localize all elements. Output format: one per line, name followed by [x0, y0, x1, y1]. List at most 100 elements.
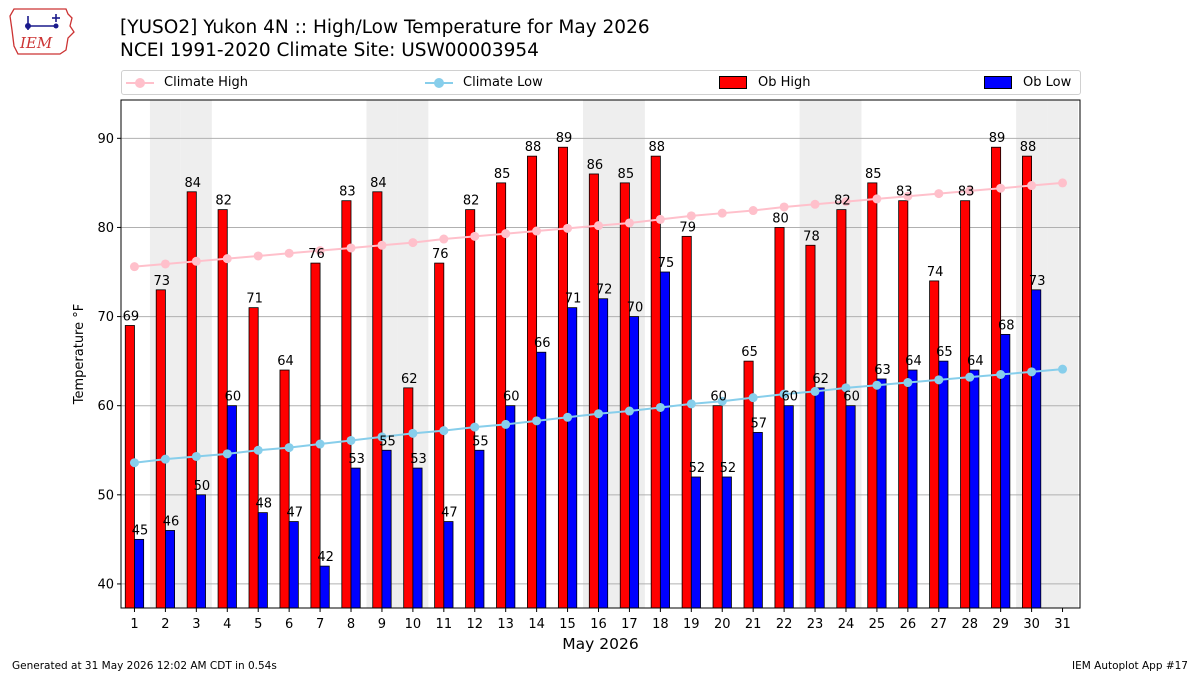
ob-low-label: 52 — [689, 461, 706, 476]
legend-climate-high: Climate High — [126, 73, 326, 92]
climate-low-point — [655, 402, 665, 412]
ob-high-bar — [155, 289, 166, 609]
x-tick-label: 16 — [590, 617, 607, 632]
ob-high-bar — [681, 235, 692, 609]
x-tick-label: 10 — [405, 617, 422, 632]
ob-high-bar — [434, 262, 445, 609]
ob-high-label: 83 — [896, 185, 913, 200]
x-tick-label: 13 — [497, 617, 514, 632]
ob-low-bar — [195, 494, 206, 609]
ob-low-bar — [721, 476, 732, 609]
climate-low-point — [532, 416, 542, 426]
ob-high-bar — [650, 155, 661, 609]
climate-high-point — [501, 229, 511, 239]
ob-high-bar — [217, 209, 228, 609]
ob-low-label: 45 — [132, 523, 149, 538]
ob-high-label: 83 — [339, 185, 356, 200]
chart-subtitle: NCEI 1991-2020 Climate Site: USW00003954 — [120, 40, 539, 61]
climate-low-point — [439, 426, 449, 436]
climate-low-point — [253, 445, 263, 455]
ob-low-bar — [412, 467, 423, 609]
chart-legend: Climate High Climate Low Ob High Ob Low — [121, 70, 1081, 95]
ob-high-bar — [929, 280, 940, 609]
ob-high-label: 89 — [989, 131, 1006, 146]
ob-high-label: 64 — [277, 354, 294, 369]
climate-high-point — [779, 202, 789, 212]
x-tick-label: 12 — [466, 617, 483, 632]
ob-low-bar — [938, 360, 949, 609]
climate-high-point — [346, 243, 356, 253]
ob-high-bar — [960, 200, 971, 609]
x-tick-label: 31 — [1054, 617, 1071, 632]
climate-high-point — [748, 206, 758, 216]
ob-high-label: 69 — [123, 309, 140, 324]
climate-high-point — [965, 186, 975, 196]
climate-high-point — [191, 256, 201, 266]
y-tick-label: 90 — [97, 132, 114, 147]
ob-low-bar — [783, 405, 794, 609]
ob-high-bar — [248, 307, 259, 609]
ob-high-label: 84 — [184, 176, 201, 191]
climate-high-point — [717, 208, 727, 218]
climate-low-point — [748, 393, 758, 403]
climate-low-point — [315, 439, 325, 449]
climate-high-point — [872, 194, 882, 204]
climate-low-point — [872, 380, 882, 390]
climate-high-point — [532, 226, 542, 236]
ob-low-label: 75 — [658, 256, 675, 271]
x-tick-label: 24 — [838, 617, 855, 632]
ob-high-label: 85 — [865, 167, 882, 182]
ob-high-label: 88 — [1020, 140, 1037, 155]
svg-text:IEM: IEM — [19, 34, 53, 52]
climate-low-point — [129, 458, 139, 468]
ob-high-bar — [1021, 155, 1032, 609]
y-tick-label: 60 — [97, 399, 114, 414]
ob-low-label: 65 — [936, 345, 953, 360]
x-tick-label: 3 — [192, 617, 200, 632]
x-tick-label: 30 — [1023, 617, 1040, 632]
ob-low-label: 64 — [967, 354, 984, 369]
x-tick-label: 15 — [559, 617, 576, 632]
climate-high-point — [810, 199, 820, 209]
x-tick-label: 27 — [931, 617, 948, 632]
ob-low-bar — [567, 307, 578, 609]
ob-low-label: 66 — [534, 336, 551, 351]
climate-high-point — [563, 223, 573, 233]
ob-low-label: 42 — [317, 550, 334, 565]
ob-low-bar — [845, 405, 856, 609]
climate-low-point — [1027, 367, 1037, 377]
x-tick-label: 5 — [254, 617, 262, 632]
ob-low-bar — [474, 449, 485, 609]
ob-high-bar — [898, 200, 909, 609]
ob-low-label: 48 — [256, 497, 273, 512]
y-tick-label: 80 — [97, 221, 114, 236]
ob-low-bar — [165, 530, 176, 609]
climate-high-point — [594, 221, 603, 231]
ob-low-bar — [381, 449, 392, 609]
ob-low-label: 63 — [874, 363, 891, 378]
climate-low-point — [810, 386, 820, 396]
x-tick-label: 21 — [745, 617, 762, 632]
ob-low-bar — [257, 512, 268, 609]
ob-low-bar — [752, 432, 763, 609]
app-credit: IEM Autoplot App #17 — [1072, 660, 1188, 672]
climate-low-point — [717, 396, 727, 406]
y-axis-label: Temperature °F — [72, 304, 87, 405]
x-tick-label: 19 — [683, 617, 700, 632]
x-tick-label: 2 — [161, 617, 169, 632]
ob-high-bar — [372, 191, 383, 609]
ob-high-bar — [557, 146, 568, 609]
ob-low-label: 68 — [998, 318, 1015, 333]
ob-low-bar — [288, 521, 299, 609]
ob-high-label: 88 — [648, 140, 665, 155]
ob-high-bar — [465, 209, 476, 609]
ob-high-label: 82 — [215, 194, 232, 209]
ob-high-label: 89 — [556, 131, 573, 146]
climate-high-point — [1058, 178, 1068, 188]
climate-high-point — [315, 246, 325, 256]
ob-low-bar — [629, 316, 640, 609]
climate-low-point — [996, 369, 1006, 379]
ob-high-label: 60 — [710, 390, 727, 405]
ob-high-bar — [805, 244, 816, 609]
climate-low-point — [222, 449, 232, 459]
